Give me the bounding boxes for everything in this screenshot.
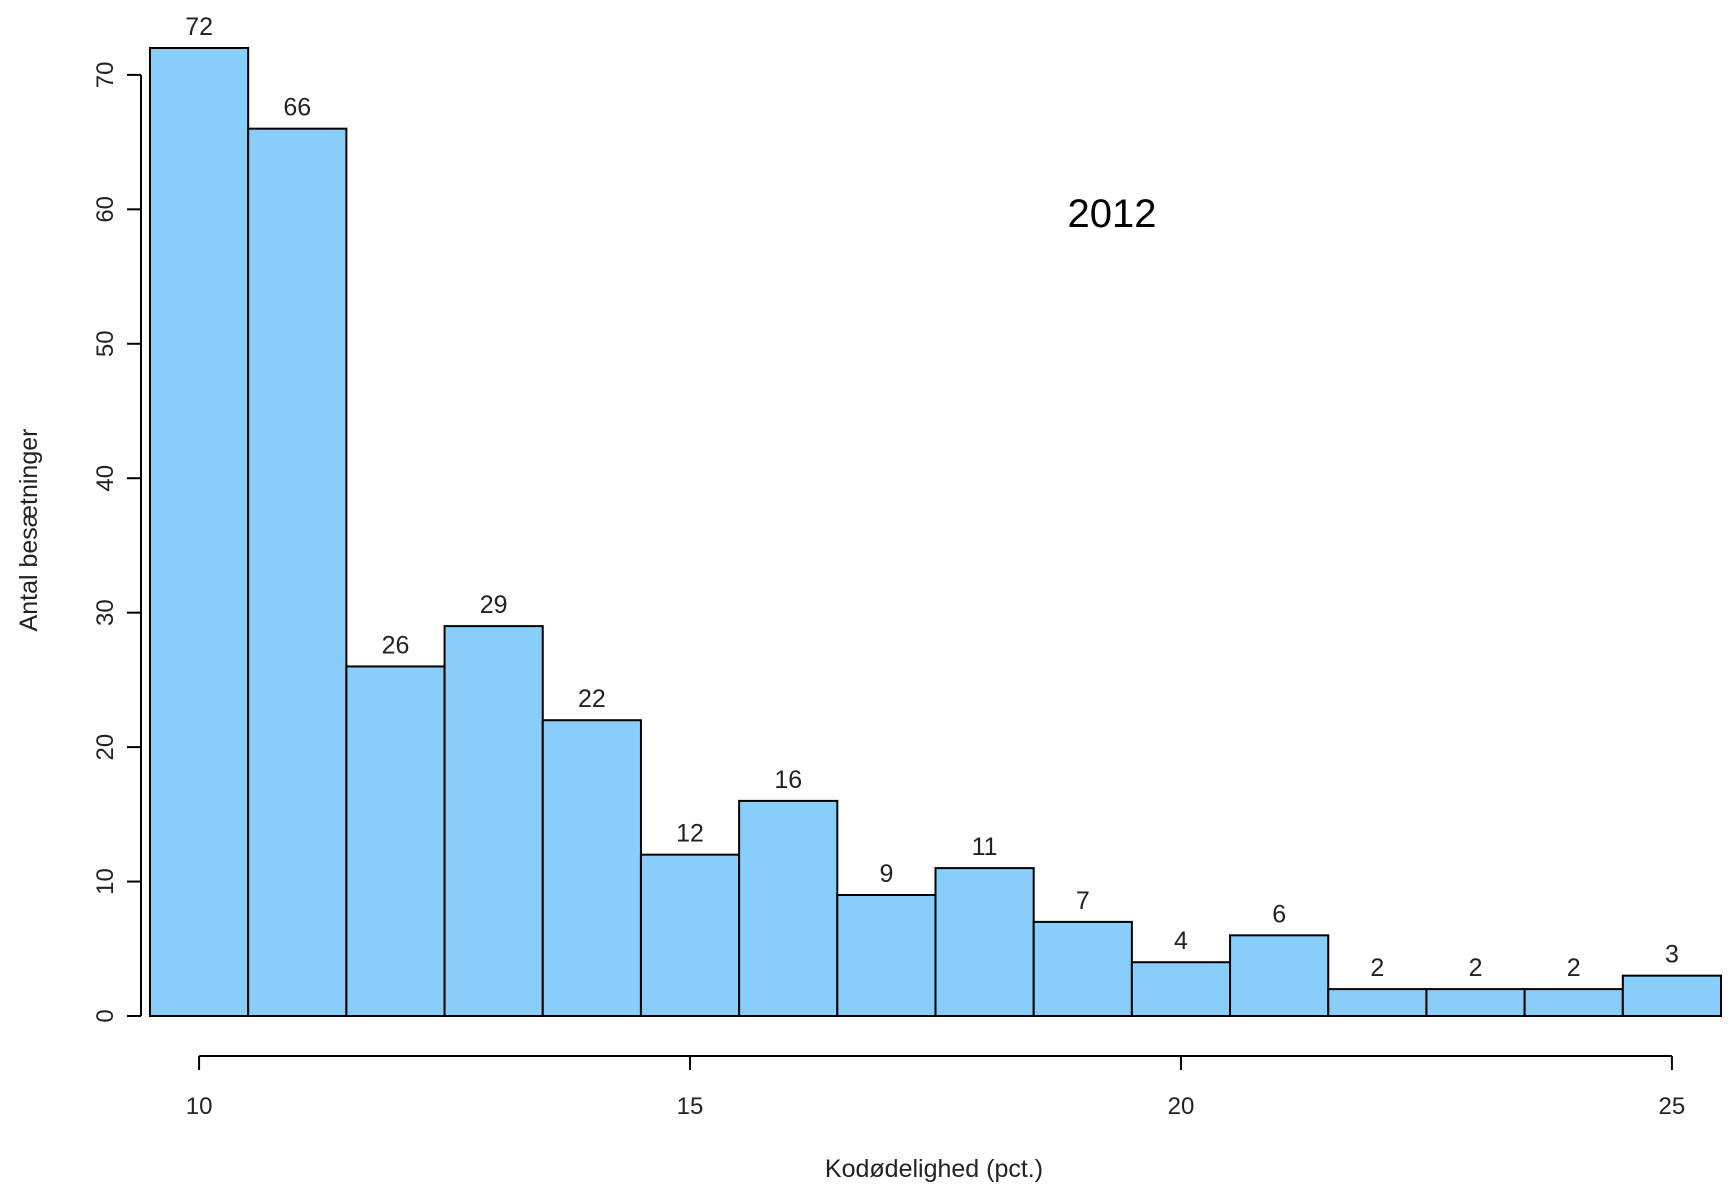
bar-value-label: 2 xyxy=(1469,954,1483,982)
histogram-bar xyxy=(738,799,839,1018)
histogram-bar xyxy=(639,853,741,1018)
x-tick-label: 20 xyxy=(1168,1093,1195,1120)
histogram-bar xyxy=(1229,934,1330,1017)
bar-value-label: 2 xyxy=(1567,954,1581,982)
bar-value-label: 4 xyxy=(1174,927,1188,955)
bar-value-label: 22 xyxy=(578,685,606,713)
y-axis-title: Antal besætninger xyxy=(15,429,43,632)
histogram-bar xyxy=(1621,974,1722,1018)
histogram-bar xyxy=(247,127,348,1017)
y-tick-label: 20 xyxy=(92,734,119,761)
histogram-bar xyxy=(345,665,446,1017)
histogram-bar xyxy=(541,719,642,1017)
bar-value-label: 6 xyxy=(1272,900,1286,928)
year-annotation: 2012 xyxy=(1068,192,1157,236)
bar-value-label: 3 xyxy=(1665,941,1679,969)
bar-value-label: 9 xyxy=(879,860,893,888)
bar-value-label: 29 xyxy=(480,591,508,619)
y-axis: 0 10 20 30 40 50 60 70 xyxy=(92,62,142,1023)
y-tick-label: 60 xyxy=(92,196,119,223)
histogram-bar xyxy=(934,867,1035,1017)
bar-value-label: 66 xyxy=(283,94,311,122)
bar-value-label: 2 xyxy=(1370,954,1384,982)
x-axis: 10 15 20 25 xyxy=(186,1055,1686,1120)
histogram-bar xyxy=(1327,988,1428,1017)
histogram-bar xyxy=(149,47,250,1017)
y-tick-label: 10 xyxy=(92,868,119,895)
bar-value-label: 12 xyxy=(676,820,704,848)
x-tick-label: 25 xyxy=(1659,1093,1686,1120)
bars-group xyxy=(149,47,1722,1018)
bar-value-label: 26 xyxy=(382,631,410,659)
bar-value-label: 72 xyxy=(185,13,213,41)
y-tick-label: 30 xyxy=(92,599,119,626)
histogram-bar xyxy=(1523,988,1624,1017)
y-tick-label: 70 xyxy=(92,62,119,89)
histogram-bar xyxy=(1425,988,1526,1017)
bar-value-label: 16 xyxy=(774,766,802,794)
x-tick-label: 10 xyxy=(186,1093,213,1120)
y-tick-label: 0 xyxy=(92,1009,119,1022)
histogram-bar xyxy=(1130,961,1232,1018)
x-tick-label: 15 xyxy=(677,1093,704,1120)
histogram-bar xyxy=(1032,920,1133,1018)
y-tick-label: 40 xyxy=(92,465,119,492)
x-axis-title: Kodødelighed (pct.) xyxy=(825,1155,1043,1183)
y-tick-label: 50 xyxy=(92,330,119,357)
bar-value-label: 7 xyxy=(1076,887,1090,915)
bar-value-label: 11 xyxy=(972,833,998,861)
histogram-bar xyxy=(443,625,544,1017)
histogram-bar xyxy=(836,894,937,1017)
